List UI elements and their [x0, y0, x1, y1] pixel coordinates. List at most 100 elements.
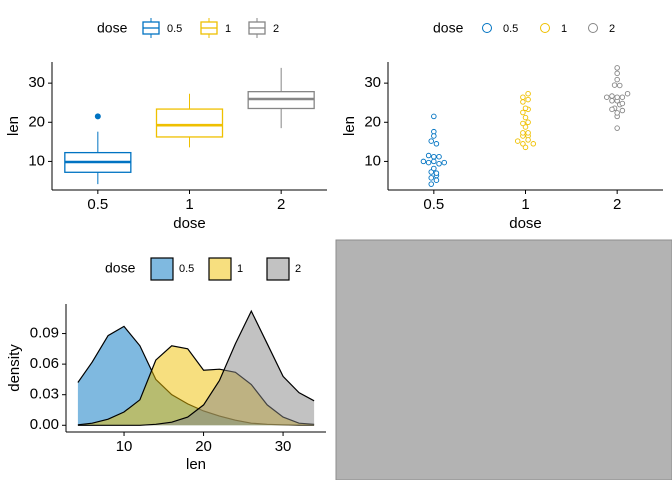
dot: [441, 159, 447, 166]
x-tick-label: 1: [521, 196, 529, 213]
y-tick-label: 0.09: [30, 325, 59, 342]
dot: [525, 130, 531, 136]
dot: [520, 99, 526, 105]
dot: [428, 169, 434, 175]
density-area: [77, 326, 315, 426]
dot: [525, 90, 531, 97]
dot: [425, 159, 432, 166]
dot: [431, 165, 437, 172]
legend-label: 2: [609, 23, 615, 35]
legend-label: 2: [273, 23, 279, 35]
dot: [522, 114, 529, 121]
y-tick-label: 10: [28, 152, 45, 169]
dot: [425, 152, 432, 159]
legend-label: 1: [225, 23, 231, 35]
dot: [431, 113, 437, 120]
legend-key: [482, 23, 492, 33]
x-tick-label: 1: [185, 196, 193, 213]
y-axis-title: density: [6, 344, 23, 392]
dot: [520, 120, 526, 127]
legend-key: [150, 257, 174, 281]
legend-label: 0.5: [167, 23, 182, 35]
x-axis-title: dose: [509, 215, 542, 232]
legend-label: 0.5: [179, 263, 194, 275]
x-tick-label: 20: [195, 438, 212, 455]
dot: [624, 90, 631, 97]
legend-key: [266, 257, 290, 281]
y-tick-label: 0.00: [30, 416, 59, 433]
dot: [522, 124, 529, 130]
dot: [522, 144, 529, 151]
y-tick-label: 0.06: [30, 355, 59, 372]
dot: [614, 76, 620, 83]
y-tick-label: 10: [364, 152, 381, 169]
x-tick-label: 2: [277, 196, 285, 213]
y-tick-label: 30: [364, 74, 381, 91]
dot: [614, 94, 620, 100]
x-axis-title: len: [186, 456, 206, 473]
dot: [520, 130, 526, 136]
y-axis-title: len: [5, 116, 22, 136]
dot: [525, 119, 531, 126]
dot: [428, 138, 434, 144]
y-tick-label: 0.03: [30, 386, 59, 403]
dot: [609, 106, 615, 113]
legend-title: dose: [97, 20, 128, 36]
dot: [611, 82, 618, 88]
dot: [530, 141, 537, 147]
x-tick-label: 0.5: [423, 196, 444, 213]
dot: [619, 107, 626, 114]
y-axis-title: len: [341, 116, 358, 136]
y-tick-label: 20: [364, 113, 381, 130]
dot: [420, 158, 427, 165]
dot: [433, 170, 440, 176]
dot: [431, 153, 437, 160]
dot: [609, 93, 615, 99]
legend-label: 1: [561, 23, 567, 35]
dot: [433, 177, 440, 183]
legend-key: [540, 23, 550, 33]
x-tick-label: 0.5: [87, 196, 108, 213]
x-tick-label: 2: [613, 196, 621, 213]
dot: [514, 138, 521, 144]
dot: [614, 65, 620, 71]
dot: [431, 158, 437, 165]
y-tick-label: 20: [28, 113, 45, 130]
dot: [609, 98, 615, 104]
dot: [520, 109, 526, 116]
dot: [436, 153, 442, 160]
legend-key: [588, 23, 598, 33]
dot: [614, 110, 620, 116]
dot: [431, 133, 437, 139]
dot: [522, 105, 529, 111]
legend-label: 2: [295, 263, 301, 275]
box: [155, 108, 224, 138]
density-area: [77, 311, 315, 426]
x-tick-label: 30: [275, 438, 292, 455]
x-axis-title: dose: [173, 215, 206, 232]
dot: [428, 175, 434, 181]
y-tick-label: 30: [28, 74, 45, 91]
dot: [619, 100, 626, 107]
legend-title: dose: [105, 260, 136, 276]
density-line: [77, 309, 315, 426]
dot: [433, 141, 440, 147]
dot: [604, 94, 610, 100]
dot: [436, 161, 442, 167]
dot: [617, 82, 623, 89]
dot: [619, 94, 626, 100]
legend-label: 0.5: [503, 23, 518, 35]
dot: [614, 70, 620, 77]
empty-panel: [335, 239, 672, 481]
x-tick-label: 10: [116, 438, 133, 455]
outlier: [94, 113, 101, 120]
legend-title: dose: [433, 20, 464, 36]
dot: [520, 141, 526, 147]
legend-label: 1: [237, 263, 243, 275]
dot: [525, 96, 531, 103]
dot: [428, 181, 434, 187]
dot: [614, 125, 620, 131]
dot: [525, 137, 531, 143]
dot: [520, 94, 526, 100]
